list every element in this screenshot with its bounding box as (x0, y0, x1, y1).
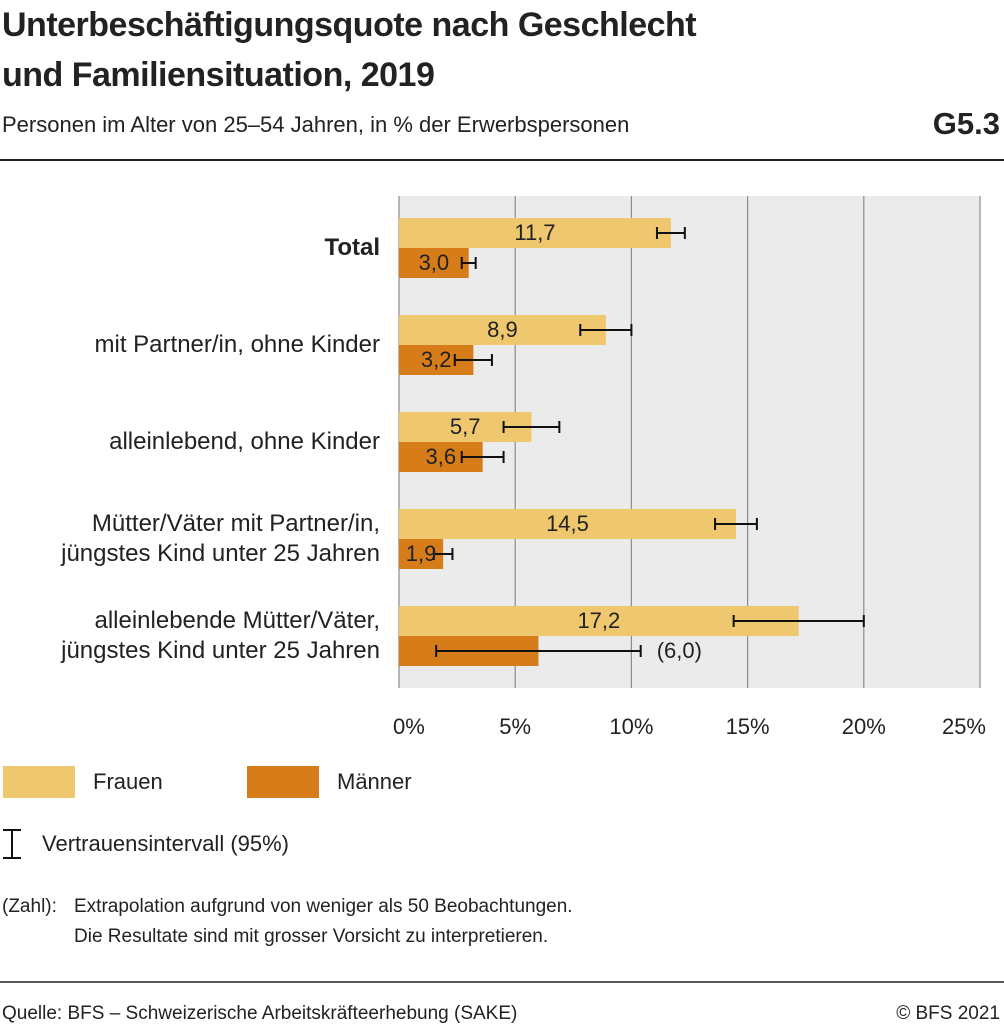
x-tick-label: 15% (726, 714, 770, 739)
error-bar (732, 615, 865, 627)
subtitle: Personen im Alter von 25–54 Jahren, in %… (2, 112, 630, 137)
x-tick-label: 10% (609, 714, 653, 739)
value-label: (6,0) (657, 638, 702, 663)
value-label: 3,6 (426, 444, 457, 469)
error-bar (579, 324, 633, 336)
note-key: (Zahl): (2, 896, 57, 917)
x-tick-label: 20% (842, 714, 886, 739)
note: Extrapolation aufgrund von weniger als 5… (74, 892, 573, 952)
bar (399, 509, 736, 539)
x-tick-label: 5% (499, 714, 531, 739)
value-label: 5,7 (450, 414, 481, 439)
value-label: 3,2 (421, 347, 452, 372)
error-bar (453, 354, 493, 366)
title-line: Unterbeschäftigungsquote nach Geschlecht (2, 6, 697, 44)
legend-swatch (247, 766, 319, 798)
title-line: und Familiensituation, 2019 (2, 56, 435, 94)
value-label: 3,0 (419, 250, 450, 275)
error-bar (502, 421, 561, 433)
category-label: alleinlebend, ohne Kinder (109, 428, 380, 455)
chart-id: G5.3 (932, 106, 1000, 141)
legend-label: Männer (337, 769, 412, 794)
error-bar (655, 227, 686, 239)
bar (399, 315, 606, 345)
x-tick-label: 0% (393, 714, 425, 739)
category-label: Total (324, 234, 380, 261)
error-bar (460, 451, 505, 463)
source: Quelle: BFS – Schweizerische Arbeitskräf… (2, 1003, 518, 1024)
ci-legend-label: Vertrauensintervall (95%) (42, 831, 290, 856)
category-label: Mütter/Väter mit Partner/in, jüngstes Ki… (61, 510, 380, 567)
error-bar (432, 548, 454, 560)
value-label: 8,9 (487, 317, 518, 342)
error-bar (435, 645, 642, 657)
bar (399, 606, 799, 636)
legend-swatch (3, 766, 75, 798)
error-bar (714, 518, 758, 530)
value-label: 17,2 (577, 608, 620, 633)
value-label: 11,7 (514, 220, 555, 245)
category-label: alleinlebende Mütter/Väter, jüngstes Kin… (61, 607, 380, 664)
category-label: mit Partner/in, ohne Kinder (94, 331, 380, 358)
value-label: 14,5 (546, 511, 589, 536)
x-tick-label: 25% (942, 714, 986, 739)
value-label: 1,9 (406, 541, 437, 566)
legend-label: Frauen (93, 769, 163, 794)
error-bar (460, 257, 477, 269)
copyright: © BFS 2021 (896, 1003, 1000, 1024)
bar (399, 218, 671, 248)
note-line: Die Resultate sind mit grosser Vorsicht … (74, 926, 549, 947)
note-line: Extrapolation aufgrund von weniger als 5… (74, 896, 573, 917)
bar (399, 248, 469, 278)
ci-legend-icon (3, 829, 21, 859)
chart-title: Unterbeschäftigungsquote nach Geschlecht… (2, 0, 697, 100)
